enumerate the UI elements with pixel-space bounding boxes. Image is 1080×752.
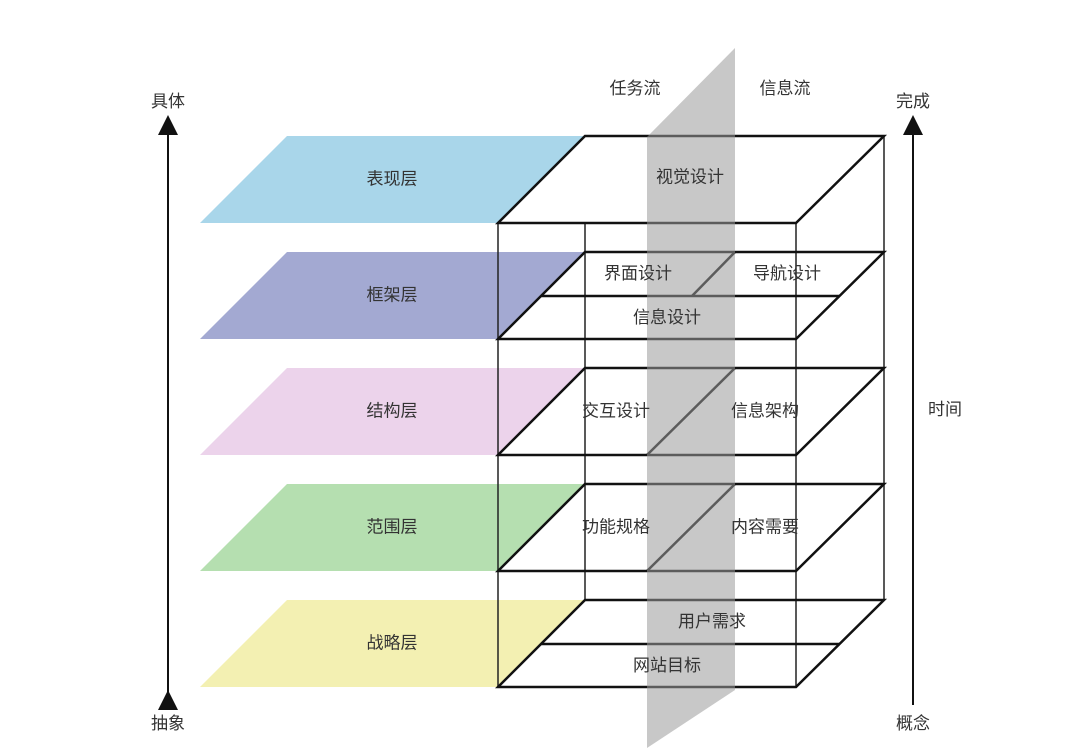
layer-scope [494,482,888,573]
strip-strategy [200,600,585,687]
cell-scope-1: 内容需要 [731,518,799,538]
layer-label-scope: 范围层 [367,518,418,538]
cell-skeleton-2: 信息设计 [633,308,701,328]
strip-scope [200,484,585,571]
task-flow-label: 任务流 [610,79,661,99]
strip-presentation [200,136,585,223]
layer-skeleton [494,250,888,341]
axis-left-top: 具体 [151,92,185,112]
flow-divider-plane [647,48,735,748]
cell-structure-1: 信息架构 [731,402,799,422]
cell-strategy-1: 网站目标 [633,656,701,676]
cell-structure-0: 交互设计 [582,402,650,422]
strip-skeleton [200,252,585,339]
axis-right-bottom: 概念 [896,713,930,734]
layer-structure [494,366,888,457]
strip-structure [200,368,585,455]
cell-scope-0: 功能规格 [582,518,650,538]
layer-label-skeleton: 框架层 [367,286,418,306]
axis-right-middle: 时间 [928,400,962,420]
layer-presentation [494,134,888,225]
axis-left-bottom: 抽象 [151,714,185,734]
cell-skeleton-0: 界面设计 [604,264,672,284]
layer-strategy [494,598,888,689]
layer-label-strategy: 战略层 [367,634,418,654]
layer-label-structure: 结构层 [367,402,418,422]
cell-presentation-0: 视觉设计 [656,168,724,188]
cell-strategy-0: 用户需求 [678,612,746,632]
layer-label-presentation: 表现层 [367,170,418,190]
cell-skeleton-1: 导航设计 [753,264,821,284]
info-flow-label: 信息流 [760,79,811,99]
axis-right-top: 完成 [896,92,930,112]
